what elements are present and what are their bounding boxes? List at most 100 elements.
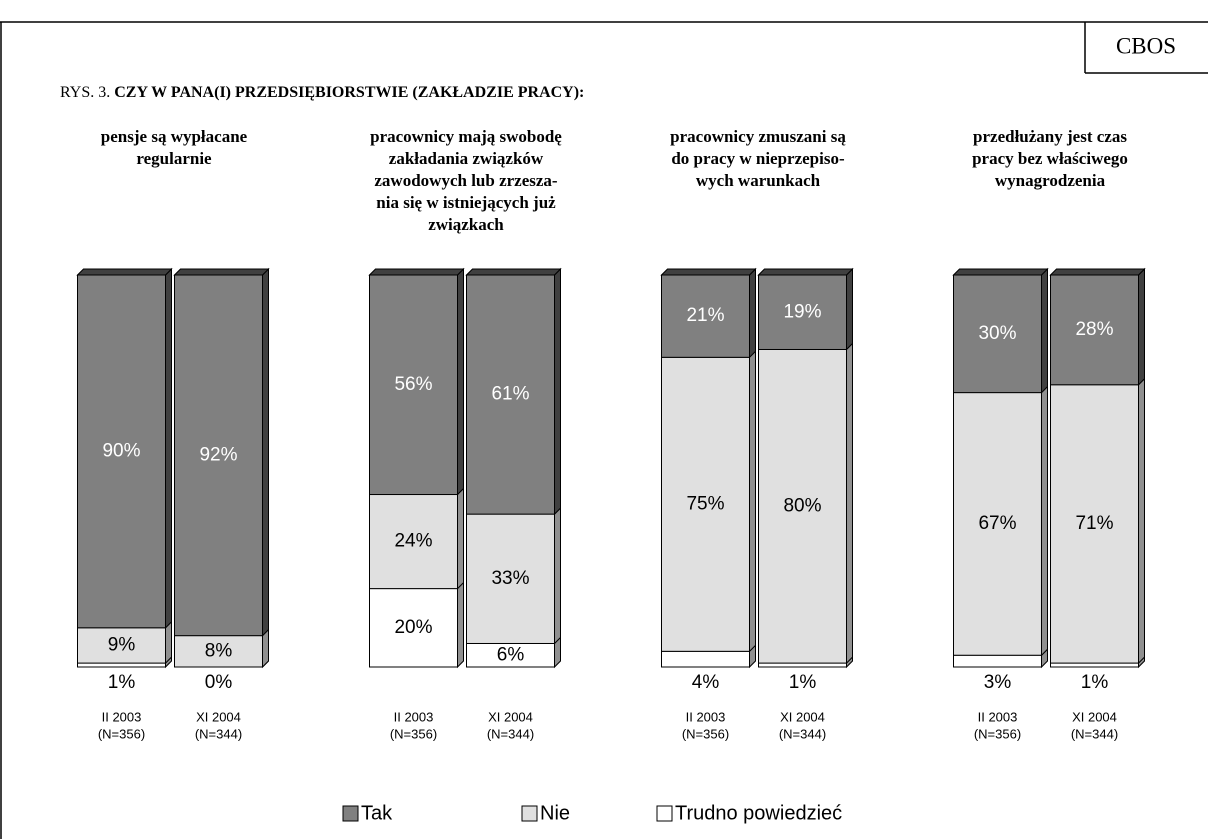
bar-segment — [758, 348, 847, 664]
legend-label: Trudno powiedzieć — [675, 802, 842, 824]
bar-top — [76, 268, 173, 276]
bar-top — [952, 268, 1049, 276]
figure-heading: CZY W PANA(I) PRZEDSIĘBIORSTWIE (ZAKŁADZ… — [114, 84, 584, 101]
figure-label: RYS. 3. — [60, 84, 110, 101]
bar-side — [1138, 267, 1145, 386]
bar-side — [846, 267, 853, 351]
bar-segment — [174, 635, 263, 668]
bar-side — [554, 506, 561, 645]
bar-segment — [466, 513, 555, 644]
bar-segment — [661, 650, 750, 668]
figure-title: RYS. 3. CZY W PANA(I) PRZEDSIĘBIORSTWIE … — [60, 84, 584, 101]
data-label: 1% — [1081, 672, 1109, 693]
x-tick-label: (N=356) — [682, 726, 729, 741]
data-label: 0% — [205, 672, 233, 693]
data-label: 71% — [1075, 513, 1113, 534]
panel-title: wych warunkach — [696, 171, 821, 190]
data-label: 20% — [394, 617, 432, 638]
panel-title: pracownicy mają swobodę — [370, 127, 562, 146]
bar-segment — [661, 356, 750, 652]
bar-side — [846, 342, 853, 665]
bar-side — [554, 267, 561, 516]
x-tick-label: XI 2004 — [780, 709, 825, 724]
bar-top — [1049, 268, 1146, 276]
bar-top — [173, 268, 270, 276]
x-tick-label: (N=344) — [487, 726, 534, 741]
data-label: 56% — [394, 374, 432, 395]
data-label: 80% — [783, 495, 821, 516]
data-label: 92% — [199, 444, 237, 465]
x-tick-label: XI 2004 — [488, 709, 533, 724]
bar-segment — [661, 274, 750, 358]
bar-segment — [1050, 274, 1139, 386]
data-label: 30% — [978, 323, 1016, 344]
bar-side — [1041, 267, 1048, 394]
bar-side — [262, 267, 269, 637]
data-label: 19% — [783, 301, 821, 322]
data-label: 8% — [205, 640, 233, 661]
x-tick-label: II 2003 — [978, 709, 1018, 724]
data-label: 4% — [692, 672, 720, 693]
panel-title: regularnie — [136, 149, 212, 168]
bar-segment — [77, 662, 166, 668]
brand: CBOS — [1116, 33, 1176, 58]
bar-segment — [1050, 384, 1139, 664]
bar-segment — [758, 274, 847, 350]
x-tick-label: XI 2004 — [196, 709, 241, 724]
legend-label: Tak — [361, 802, 393, 824]
data-label: 1% — [108, 672, 136, 693]
bar-side — [1041, 385, 1048, 657]
data-label: 75% — [686, 493, 724, 514]
bar-segment — [758, 662, 847, 668]
data-label: 90% — [102, 440, 140, 461]
panel-title: wynagrodzenia — [995, 171, 1106, 190]
panel-title: pensje są wypłacane — [101, 127, 248, 146]
panel-title: nia się w istniejących już — [376, 193, 556, 212]
legend-swatch — [656, 805, 673, 822]
x-tick-label: XI 2004 — [1072, 709, 1117, 724]
x-tick-label: (N=344) — [779, 726, 826, 741]
panel-title: związkach — [428, 215, 504, 234]
x-tick-label: II 2003 — [102, 709, 142, 724]
x-tick-label: (N=344) — [1071, 726, 1118, 741]
bar-segment — [1050, 662, 1139, 668]
bar-side — [1138, 377, 1145, 665]
bar-side — [165, 620, 172, 665]
data-label: 1% — [789, 672, 817, 693]
panel-title: do pracy w nieprzepiso- — [671, 149, 845, 168]
data-label: 3% — [984, 672, 1012, 693]
bar-side — [749, 350, 756, 653]
bar-segment — [953, 392, 1042, 656]
bar-top — [757, 268, 854, 276]
bar-segment — [953, 654, 1042, 668]
panel-title: przedłużany jest czas — [973, 127, 1127, 146]
bar-side — [457, 487, 464, 590]
x-tick-label: (N=356) — [98, 726, 145, 741]
panel-title: zakładania związków — [389, 149, 544, 168]
bar-segment — [953, 274, 1042, 394]
legend-label: Nie — [540, 802, 570, 824]
bar-top — [368, 268, 465, 276]
data-label: 33% — [491, 568, 529, 589]
data-label: 21% — [686, 305, 724, 326]
bar-top — [465, 268, 562, 276]
bar-top — [660, 268, 757, 276]
x-tick-label: (N=356) — [974, 726, 1021, 741]
legend-swatch — [342, 805, 359, 822]
bar-side — [165, 267, 172, 630]
bar-segment — [77, 627, 166, 664]
data-label: 6% — [497, 644, 525, 665]
x-tick-label: (N=356) — [390, 726, 437, 741]
bar-side — [749, 267, 756, 359]
x-tick-label: (N=344) — [195, 726, 242, 741]
panel-title: zawodowych lub zrzesza- — [374, 171, 558, 190]
panel-title: pracownicy zmuszani są — [670, 127, 846, 146]
data-label: 24% — [394, 531, 432, 552]
panel-title: pracy bez właściwego — [972, 149, 1128, 168]
x-tick-label: II 2003 — [394, 709, 434, 724]
legend-swatch — [521, 805, 538, 822]
bar-segment — [466, 274, 555, 515]
data-label: 9% — [108, 634, 136, 655]
bar-segment — [369, 494, 458, 590]
